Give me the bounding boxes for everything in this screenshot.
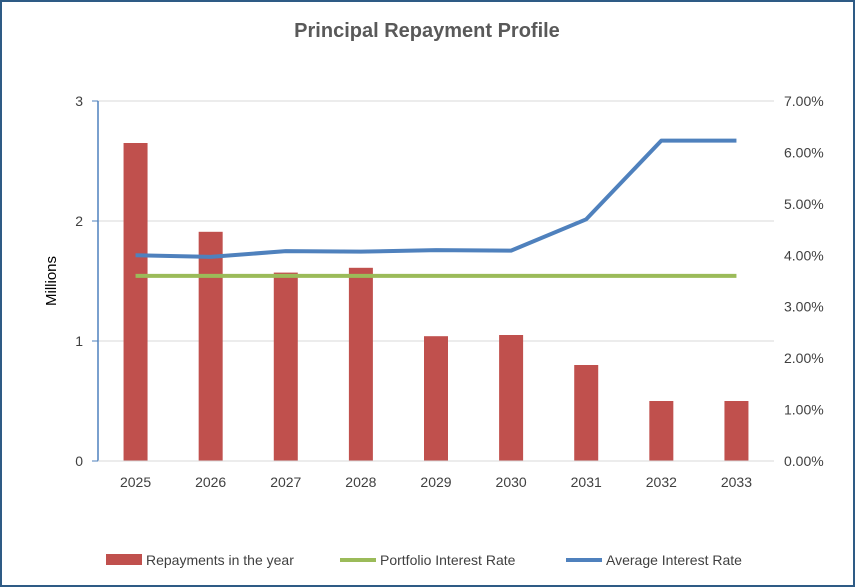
chart-title: Principal Repayment Profile [294,20,560,42]
y2-tick-label: 4.00% [784,247,824,263]
x-tick-label: 2027 [270,474,301,490]
bar [424,336,448,461]
x-tick-label: 2029 [420,474,451,490]
bar [574,365,599,461]
y2-tick-label: 2.00% [784,350,824,366]
legend-label: Portfolio Interest Rate [380,552,516,568]
y-tick-label: 3 [75,93,83,109]
bar-series [123,143,749,461]
y2-tick-label: 0.00% [784,453,824,469]
y2-tick-label: 3.00% [784,299,824,315]
bar [123,143,148,461]
legend-swatch [106,554,142,565]
series-line [135,138,737,259]
legend-label: Repayments in the year [146,552,294,568]
y-tick-label: 1 [75,333,83,349]
x-tick-label: 2025 [120,474,151,490]
y-tick-label: 2 [75,213,83,229]
y-axis-title: Millions [43,256,60,306]
x-tick-label: 2026 [195,474,226,490]
bar [198,231,223,461]
bar [273,272,298,461]
legend: Repayments in the year Portfolio Interest… [106,552,742,568]
y2-tick-label: 6.00% [784,144,824,160]
x-tick-label: 2028 [345,474,376,490]
bar [499,335,524,461]
bar [724,401,749,461]
bar [649,401,674,461]
line-series [135,138,737,278]
axes: 0 1 2 3 0.00% 1.00% 2.00% 3.00% 4.00% 5.00% 6.00% 7… [75,93,824,490]
bar [348,267,373,461]
y2-tick-label: 7.00% [784,93,824,109]
y2-tick-label: 1.00% [784,402,824,418]
legend-label: Average Interest Rate [606,552,742,568]
y2-tick-label: 5.00% [784,196,824,212]
x-tick-label: 2030 [496,474,527,490]
x-tick-label: 2032 [646,474,677,490]
x-tick-label: 2033 [721,474,752,490]
y-tick-label: 0 [75,453,83,469]
x-tick-label: 2031 [571,474,602,490]
